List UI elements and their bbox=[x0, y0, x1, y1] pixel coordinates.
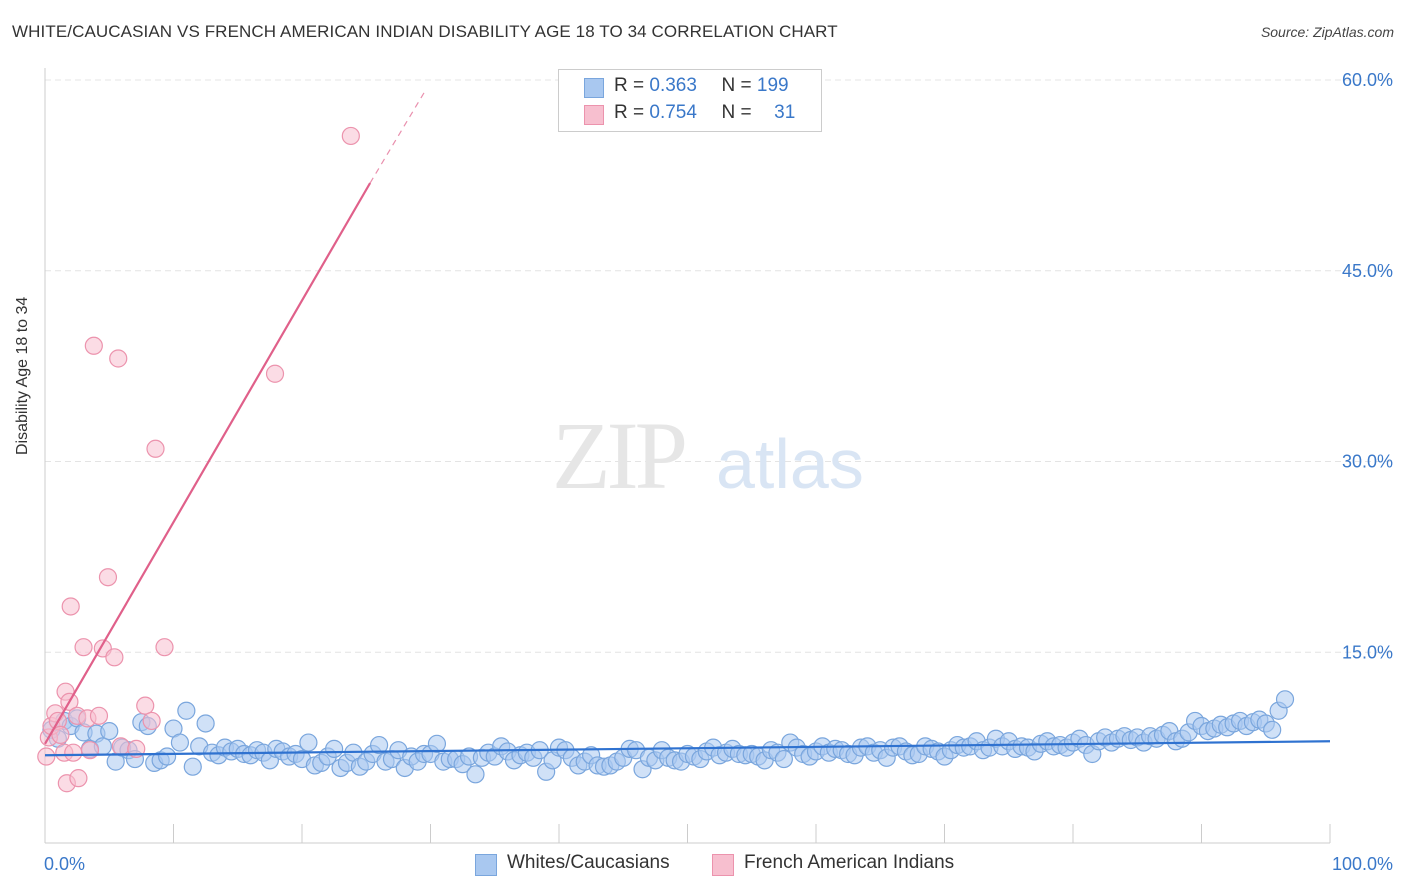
french-american-indians-point-22 bbox=[109, 349, 128, 368]
french-american-indians-point-29 bbox=[265, 364, 285, 383]
bottom-legend-swatch-french bbox=[712, 854, 734, 876]
french-american-indians-point-17 bbox=[84, 336, 103, 355]
whites-point-18 bbox=[157, 747, 177, 766]
whites-point-114 bbox=[774, 749, 793, 769]
french-american-indians-point-5 bbox=[51, 725, 70, 745]
y-tick-labels: 15.0% 30.0% 45.0% 60.0% bbox=[1342, 70, 1393, 662]
whites-point-24 bbox=[196, 714, 215, 733]
whites-trend-line bbox=[44, 740, 1331, 757]
french-american-indians-point-25 bbox=[136, 696, 155, 715]
french-american-indians-point-20 bbox=[98, 568, 118, 587]
french-american-indians-point-21 bbox=[105, 648, 124, 667]
french-american-indians-point-14 bbox=[74, 638, 93, 657]
legend-n-label: N = bbox=[721, 75, 752, 96]
whites-point-51 bbox=[370, 735, 389, 755]
legend-r-label: R = bbox=[614, 102, 645, 123]
whites-point-9 bbox=[100, 721, 119, 741]
bottom-legend-label-whites: Whites/Caucasians bbox=[507, 852, 670, 873]
legend-n-value-french: 31 bbox=[774, 102, 796, 123]
axes bbox=[44, 68, 1331, 844]
trend-lines bbox=[44, 92, 1331, 757]
y-tick-label-1: 30.0% bbox=[1342, 452, 1393, 472]
source-credit: Source: ZipAtlas.com bbox=[1260, 24, 1394, 40]
french-american-indians-point-10 bbox=[61, 597, 80, 616]
whites-point-66 bbox=[466, 765, 485, 784]
y-axis-label: Disability Age 18 to 34 bbox=[14, 296, 31, 455]
gridlines bbox=[45, 79, 1394, 653]
french-american-indians-point-30 bbox=[341, 126, 360, 146]
whites-point-40 bbox=[299, 733, 318, 752]
whites-point-20 bbox=[170, 733, 190, 752]
french-american-indians-point-13 bbox=[69, 769, 88, 788]
legend-r-value-whites: 0.363 bbox=[649, 75, 697, 96]
whites-point-22 bbox=[183, 757, 202, 776]
french-american-indians-trend-line bbox=[44, 182, 372, 745]
whites-point-44 bbox=[325, 739, 344, 758]
french-american-indians-trend-extension bbox=[369, 92, 425, 184]
watermark-zip: ZIP bbox=[552, 402, 685, 509]
series-whites-points bbox=[42, 690, 1295, 784]
legend-r-value-french: 0.754 bbox=[649, 102, 697, 123]
stats-legend: R = 0.363 N = 199 R = 0.754 N = 31 bbox=[558, 69, 822, 132]
watermark-atlas: atlas bbox=[716, 425, 864, 503]
bottom-legend-label-french: French American Indians bbox=[744, 852, 955, 873]
x-tick-label-max: 100.0% bbox=[1332, 854, 1393, 874]
whites-point-190 bbox=[1263, 720, 1282, 739]
french-american-indians-point-0 bbox=[37, 747, 56, 766]
x-tick-labels: 0.0% 100.0% bbox=[44, 854, 1393, 874]
legend-swatch-whites bbox=[584, 78, 604, 98]
whites-point-192 bbox=[1275, 690, 1295, 709]
french-american-indians-point-26 bbox=[142, 711, 161, 731]
legend-swatch-french bbox=[584, 105, 604, 125]
chart-title: WHITE/CAUCASIAN VS FRENCH AMERICAN INDIA… bbox=[12, 22, 838, 41]
french-american-indians-point-16 bbox=[80, 741, 100, 760]
french-american-indians-point-27 bbox=[146, 439, 165, 458]
y-tick-label-2: 45.0% bbox=[1342, 261, 1393, 281]
y-tick-label-3: 60.0% bbox=[1342, 70, 1393, 90]
bottom-legend-swatch-whites bbox=[475, 854, 497, 876]
french-american-indians-point-23 bbox=[111, 737, 130, 756]
series-french-american-indians-points bbox=[37, 126, 360, 793]
watermark: ZIP atlas bbox=[552, 402, 864, 509]
french-american-indians-point-11 bbox=[64, 743, 83, 762]
whites-point-60 bbox=[427, 734, 447, 753]
whites-point-21 bbox=[177, 701, 196, 720]
legend-n-label: N = bbox=[721, 102, 752, 123]
x-tick-label-min: 0.0% bbox=[44, 854, 85, 874]
french-american-indians-point-28 bbox=[155, 638, 174, 657]
french-american-indians-point-18 bbox=[89, 706, 109, 725]
y-tick-label-0: 15.0% bbox=[1342, 642, 1393, 662]
legend-r-label: R = bbox=[614, 75, 645, 96]
legend-n-value-whites: 199 bbox=[756, 75, 789, 96]
